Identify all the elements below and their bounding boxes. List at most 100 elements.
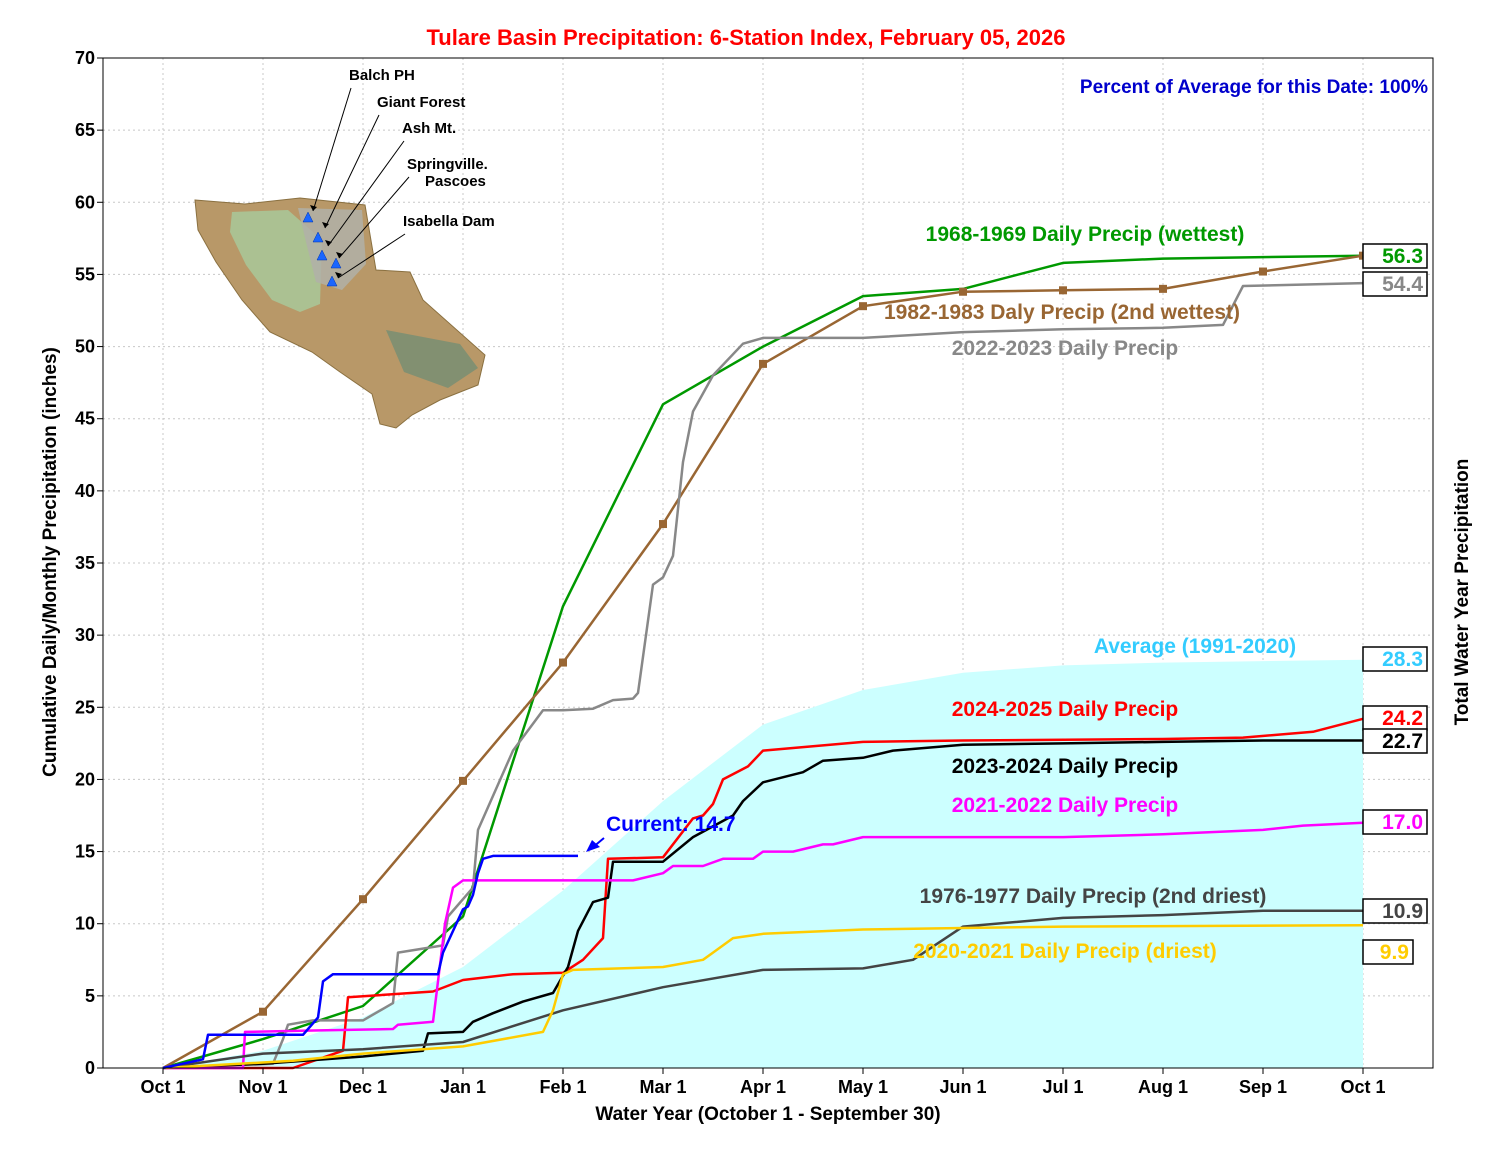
- x-tick-label: Sep 1: [1239, 1077, 1287, 1097]
- average-fill: [163, 659, 1363, 1068]
- current-label: Current: 14.7: [606, 813, 736, 836]
- series-marker: [959, 287, 967, 296]
- y-tick-label: 25: [75, 697, 95, 717]
- axes: 0 5 10 15 20 25 30 35 40 45 50 55 60 65 70 Oct 1 Nov 1 De…: [75, 48, 1434, 1097]
- series-label: 2024-2025 Daily Precip: [952, 698, 1179, 721]
- x-tick-label: Jul 1: [1042, 1077, 1083, 1097]
- y-tick-label: 5: [85, 986, 95, 1006]
- y-tick-label: 30: [75, 625, 95, 645]
- series-marker: [359, 895, 367, 904]
- series-marker: [759, 359, 767, 368]
- y-tick-label: 65: [75, 120, 95, 140]
- x-tick-label: Aug 1: [1138, 1077, 1188, 1097]
- x-tick-label: Jan 1: [440, 1077, 486, 1097]
- y-tick-label: 55: [75, 264, 95, 284]
- total-value: 9.9: [1380, 941, 1409, 964]
- map-sierra-icon: [298, 208, 366, 290]
- series-line: [162, 739, 1363, 1070]
- series-marker: [259, 1007, 267, 1016]
- series-marker: [1059, 286, 1067, 295]
- california-map: Balch PH Giant Forest Ash Mt. Springville.P…: [194, 67, 495, 429]
- series-marker: [1259, 267, 1267, 276]
- y-tick-label: 10: [75, 914, 95, 934]
- series-label: Average (1991-2020): [1094, 635, 1296, 658]
- station-arrow-head-icon: [325, 240, 332, 246]
- station-label: Isabella Dam: [403, 213, 495, 230]
- current-arrow-head-icon: [586, 840, 600, 852]
- station-arrow-head-icon: [336, 252, 343, 258]
- y-tick-label: 40: [75, 481, 95, 501]
- station-arrow: [327, 140, 405, 247]
- total-box: [1362, 646, 1428, 672]
- y-tick-label: 50: [75, 337, 95, 357]
- series-marker: [859, 302, 867, 311]
- total-box: [1362, 728, 1428, 754]
- station-arrow-head-icon: [310, 205, 317, 211]
- total-value: 24.2: [1382, 707, 1423, 730]
- station-arrow: [338, 176, 410, 259]
- x-tick-label: Jun 1: [939, 1077, 986, 1097]
- station-label: Giant Forest: [377, 94, 465, 111]
- y-axis-label: Cumulative Daily/Monthly Precipitation (…: [40, 347, 61, 777]
- station-label: Balch PH: [349, 67, 415, 84]
- station-label: Ash Mt.: [402, 120, 456, 137]
- x-tick-label: Mar 1: [639, 1077, 686, 1097]
- x-tick-label: Apr 1: [740, 1077, 786, 1097]
- series-label: 2023-2024 Daily Precip: [952, 755, 1179, 778]
- station-arrow: [337, 233, 406, 279]
- series-label: 1982-1983 Daly Precip (2nd wettest): [884, 301, 1240, 324]
- series-line: [162, 923, 1364, 1070]
- total-value: 17.0: [1382, 811, 1423, 834]
- series-label: 2020-2021 Daily Precip (driest): [913, 940, 1217, 963]
- percent-of-average: Percent of Average for this Date: 100%: [1080, 77, 1428, 98]
- series-marker: [459, 776, 467, 785]
- y-tick-label: 15: [75, 842, 95, 862]
- total-box: [1362, 809, 1428, 835]
- station-arrow: [312, 87, 352, 212]
- station-arrow: [324, 114, 380, 229]
- series-labels: 1968-1969 Daily Precip (wettest) 56.3 1982…: [884, 223, 1428, 965]
- series-label: 2021-2022 Daily Precip: [952, 794, 1179, 817]
- station-triangle-icon: [326, 275, 338, 287]
- series-label: 1976-1977 Daily Precip (2nd driest): [920, 885, 1267, 908]
- map-desert-icon: [386, 330, 478, 388]
- y-tick-label: 0: [85, 1058, 95, 1078]
- x-tick-label: May 1: [838, 1077, 888, 1097]
- station-triangle-icon: [302, 211, 314, 223]
- series-line: [162, 281, 1364, 1070]
- series-line: [163, 717, 1364, 1070]
- total-box: [1362, 939, 1414, 965]
- series-line: [163, 821, 1364, 1070]
- x-tick-label: Oct 1: [140, 1077, 185, 1097]
- total-value: 22.7: [1382, 730, 1423, 753]
- station-triangle-icon: [316, 249, 328, 261]
- x-tick-label: Oct 1: [1340, 1077, 1385, 1097]
- station-triangle-icon: [312, 231, 324, 243]
- station-triangle-icon: [330, 257, 342, 269]
- series-line: [162, 854, 578, 1070]
- x-axis-label: Water Year (October 1 - September 30): [595, 1104, 940, 1125]
- total-value: 54.4: [1382, 273, 1423, 296]
- series-marker: [659, 520, 667, 529]
- series-label: 1968-1969 Daily Precip (wettest): [926, 223, 1245, 246]
- y-tick-label: 45: [75, 409, 95, 429]
- series-line: [162, 254, 1364, 1070]
- station-markers: [302, 211, 342, 287]
- y-tick-label: 60: [75, 192, 95, 212]
- x-tick-label: Nov 1: [238, 1077, 287, 1097]
- series-marker: [1159, 284, 1167, 293]
- chart-title: Tulare Basin Precipitation: 6-Station In…: [426, 25, 1065, 50]
- x-tick-label: Feb 1: [539, 1077, 586, 1097]
- total-value: 28.3: [1382, 648, 1423, 671]
- total-value: 10.9: [1382, 900, 1423, 923]
- series-lines: [162, 251, 1367, 1070]
- right-axis-label: Total Water Year Precipitation: [1452, 459, 1473, 726]
- x-tick-label: Dec 1: [339, 1077, 387, 1097]
- y-tick-label: 70: [75, 48, 95, 68]
- series-line: [162, 909, 1363, 1070]
- total-value: 56.3: [1382, 245, 1423, 268]
- series-marker: [559, 658, 567, 667]
- series-label: 2022-2023 Daily Precip: [952, 337, 1179, 360]
- total-box: [1362, 898, 1428, 924]
